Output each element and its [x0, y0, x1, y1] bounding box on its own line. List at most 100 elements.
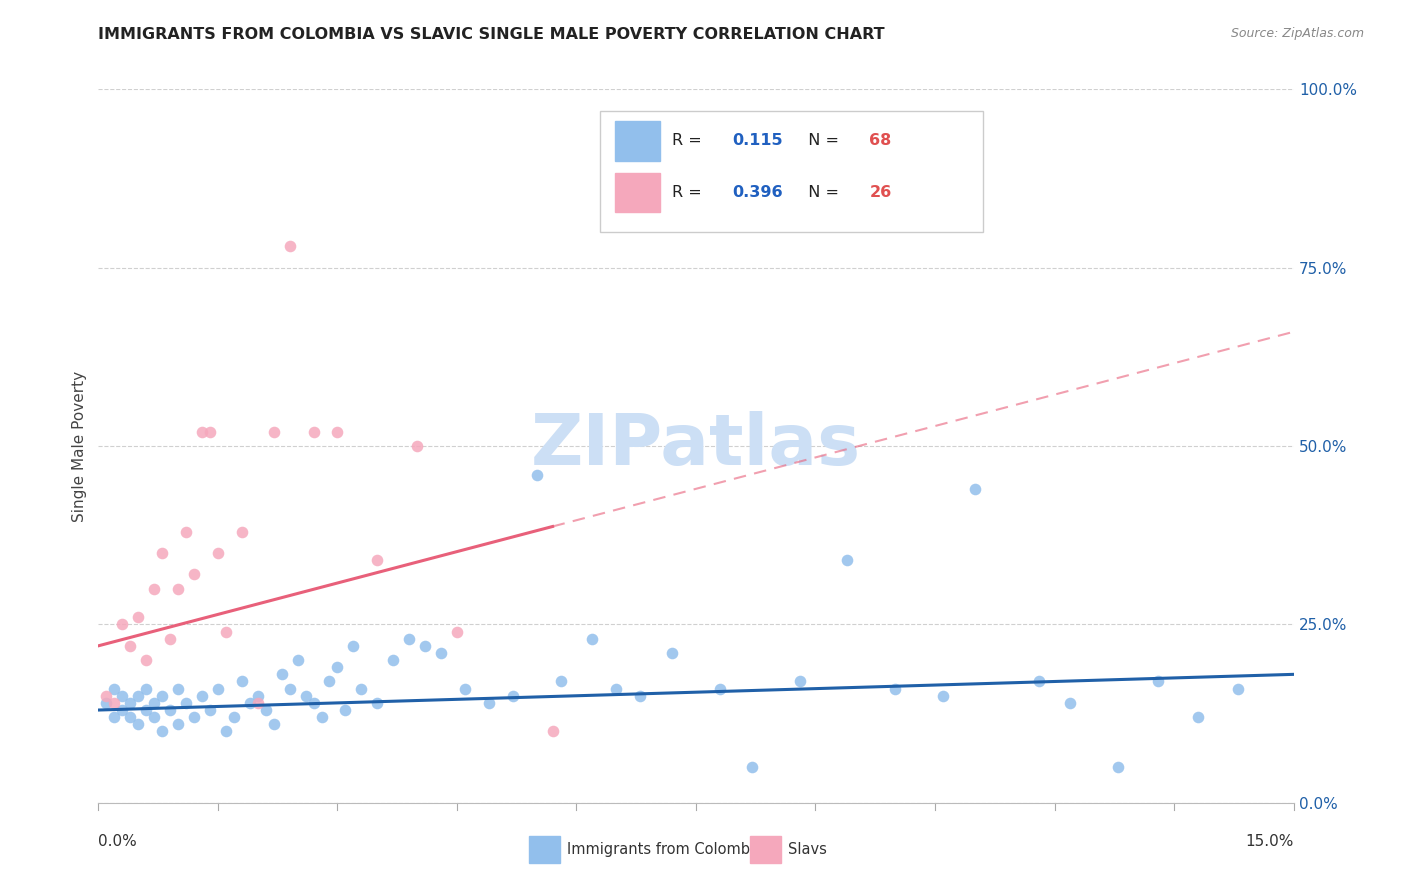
Text: 15.0%: 15.0%: [1246, 834, 1294, 848]
Point: [143, 696, 166, 710]
Point: [709, 681, 731, 696]
Point: [150, 724, 173, 739]
Point: [143, 582, 166, 596]
FancyBboxPatch shape: [749, 837, 780, 863]
Point: [222, 710, 245, 724]
Point: [135, 653, 157, 667]
Point: [215, 624, 238, 639]
Point: [478, 696, 501, 710]
Text: 26: 26: [869, 185, 891, 200]
FancyBboxPatch shape: [614, 173, 661, 212]
Text: 0.0%: 0.0%: [98, 834, 138, 848]
Point: [326, 660, 349, 674]
Point: [103, 696, 125, 710]
FancyBboxPatch shape: [614, 121, 661, 161]
Point: [318, 674, 340, 689]
Point: [398, 632, 420, 646]
Point: [167, 681, 190, 696]
Point: [159, 703, 181, 717]
Point: [1226, 681, 1249, 696]
Point: [741, 760, 763, 774]
Point: [246, 696, 269, 710]
Point: [231, 524, 253, 539]
Point: [198, 425, 221, 439]
Point: [605, 681, 627, 696]
FancyBboxPatch shape: [600, 111, 983, 232]
Point: [246, 689, 269, 703]
Text: 68: 68: [869, 134, 891, 148]
Point: [382, 653, 405, 667]
Point: [932, 689, 955, 703]
Point: [837, 553, 859, 567]
Point: [174, 524, 197, 539]
Point: [406, 439, 429, 453]
Point: [215, 724, 238, 739]
Point: [366, 553, 388, 567]
Text: IMMIGRANTS FROM COLOMBIA VS SLAVIC SINGLE MALE POVERTY CORRELATION CHART: IMMIGRANTS FROM COLOMBIA VS SLAVIC SINGL…: [98, 27, 884, 42]
Point: [127, 689, 149, 703]
FancyBboxPatch shape: [529, 837, 560, 863]
Point: [884, 681, 907, 696]
Point: [183, 567, 205, 582]
Point: [174, 696, 197, 710]
Point: [302, 696, 325, 710]
Point: [446, 624, 468, 639]
Point: [789, 674, 811, 689]
Point: [1028, 674, 1050, 689]
Text: N =: N =: [797, 185, 844, 200]
Point: [963, 482, 986, 496]
Point: [302, 425, 325, 439]
Point: [111, 617, 134, 632]
Point: [103, 681, 125, 696]
Point: [550, 674, 572, 689]
Point: [207, 681, 229, 696]
Point: [278, 239, 301, 253]
Point: [254, 703, 277, 717]
Point: [526, 467, 548, 482]
Point: [127, 610, 149, 624]
Point: [366, 696, 388, 710]
Point: [231, 674, 253, 689]
Point: [270, 667, 292, 681]
Point: [430, 646, 453, 660]
Point: [326, 425, 349, 439]
Point: [207, 546, 229, 560]
Point: [135, 703, 157, 717]
Point: [661, 646, 683, 660]
Point: [294, 689, 316, 703]
Point: [413, 639, 436, 653]
Point: [311, 710, 333, 724]
Point: [191, 689, 214, 703]
Point: [159, 632, 181, 646]
Point: [111, 703, 134, 717]
Point: [167, 582, 190, 596]
Point: [263, 717, 285, 731]
Text: R =: R =: [672, 185, 707, 200]
Point: [143, 710, 166, 724]
Point: [198, 703, 221, 717]
Point: [150, 689, 173, 703]
Point: [167, 717, 190, 731]
Point: [96, 696, 118, 710]
Text: Immigrants from Colombia: Immigrants from Colombia: [567, 842, 763, 857]
Point: [96, 689, 118, 703]
Point: [183, 710, 205, 724]
Point: [103, 710, 125, 724]
Point: [150, 546, 173, 560]
Point: [1147, 674, 1170, 689]
Point: [350, 681, 373, 696]
Text: 0.115: 0.115: [733, 134, 783, 148]
Text: 0.396: 0.396: [733, 185, 783, 200]
Point: [191, 425, 214, 439]
Point: [127, 717, 149, 731]
Point: [263, 425, 285, 439]
Point: [454, 681, 477, 696]
Y-axis label: Single Male Poverty: Single Male Poverty: [72, 370, 87, 522]
Text: ZIPatlas: ZIPatlas: [531, 411, 860, 481]
Point: [120, 639, 142, 653]
Point: [342, 639, 364, 653]
Point: [135, 681, 157, 696]
Text: R =: R =: [672, 134, 707, 148]
Point: [111, 689, 134, 703]
Point: [1107, 760, 1129, 774]
